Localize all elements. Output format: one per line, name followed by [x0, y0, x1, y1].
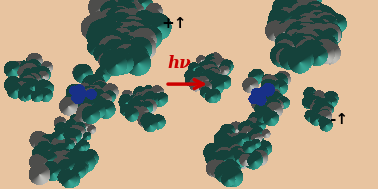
Text: -↑: -↑: [329, 112, 348, 127]
Text: +↑: +↑: [161, 16, 187, 31]
Text: hν: hν: [168, 55, 191, 72]
